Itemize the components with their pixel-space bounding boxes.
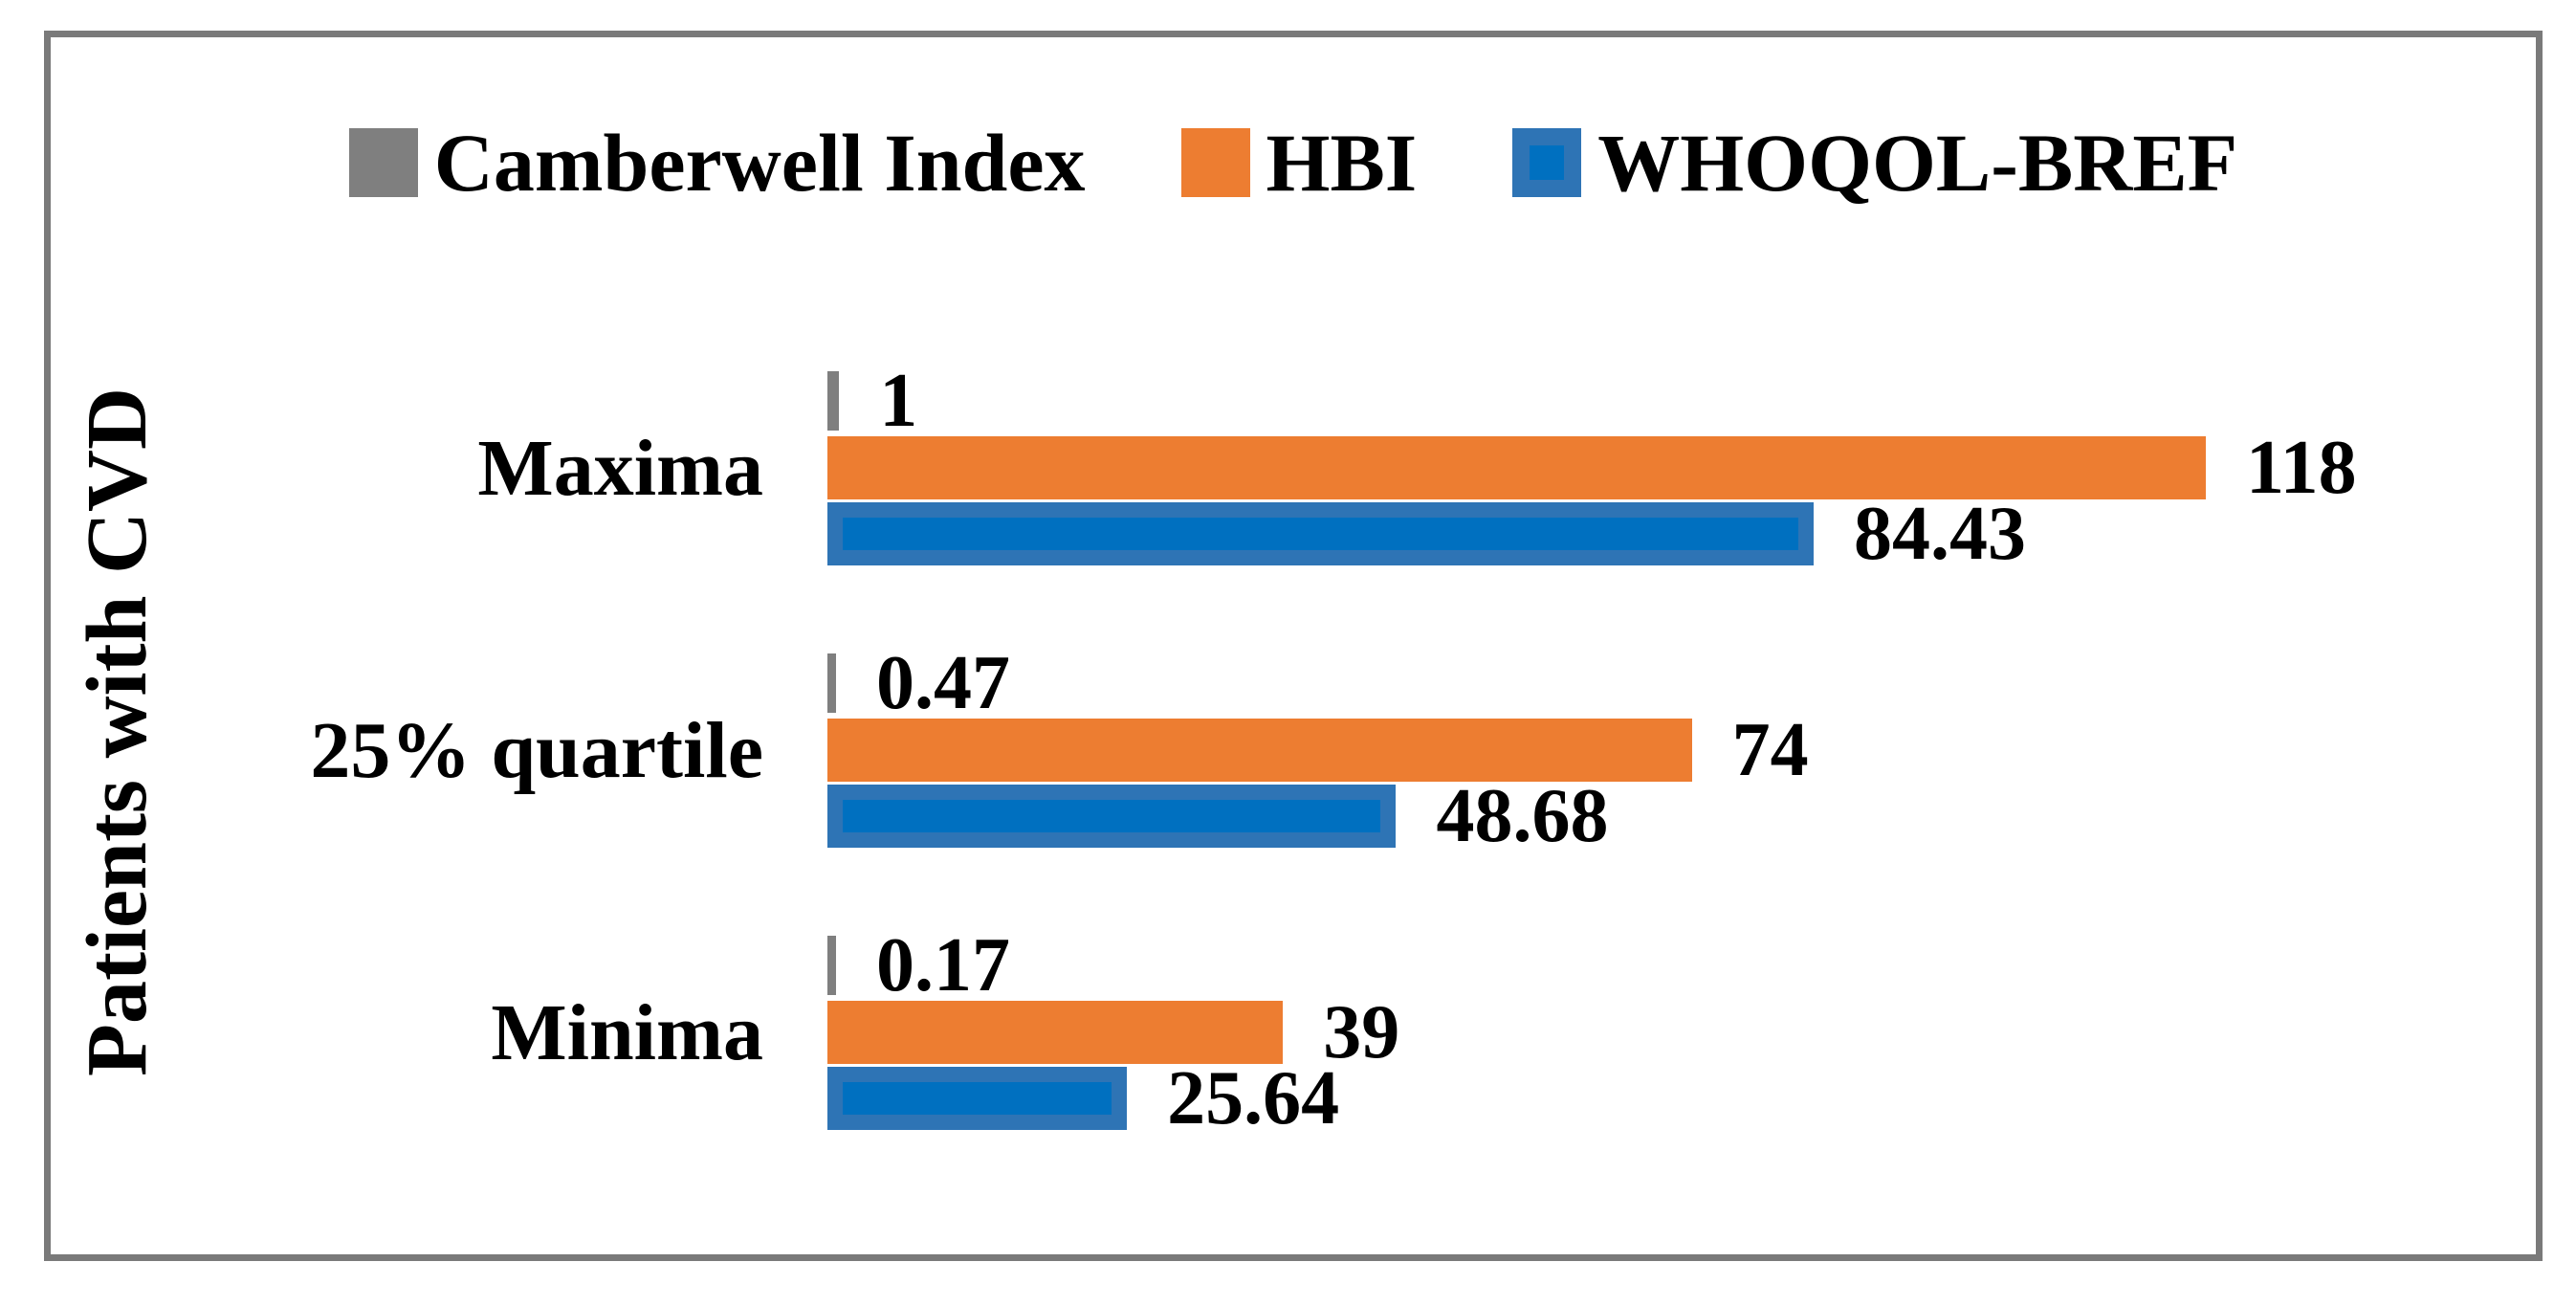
bar-hbi-25-quartile bbox=[827, 719, 1692, 782]
value-label-hbi-minima: 39 bbox=[1323, 990, 1400, 1074]
category-label-minima: Minima bbox=[491, 987, 763, 1077]
value-label-whoqol-bref-minima: 25.64 bbox=[1167, 1056, 1340, 1140]
bar-whoqol-bref-maxima bbox=[827, 502, 1815, 565]
value-label-camberwell-index-minima: 0.17 bbox=[876, 923, 1010, 1007]
bar-camberwell-index-maxima bbox=[827, 371, 840, 431]
legend-item-camberwell-index: Camberwell Index bbox=[348, 117, 1086, 209]
bar-camberwell-index-25-quartile bbox=[827, 653, 836, 713]
category-label-maxima: Maxima bbox=[477, 423, 763, 513]
category-label-25-quartile: 25% quartile bbox=[310, 705, 763, 795]
value-label-hbi-25-quartile: 74 bbox=[1731, 708, 1809, 792]
value-label-camberwell-index-25-quartile: 0.47 bbox=[876, 641, 1010, 725]
bar-hbi-maxima bbox=[827, 436, 2206, 499]
value-label-whoqol-bref-25-quartile: 48.68 bbox=[1436, 774, 1609, 858]
legend-swatch-whoqol-bref-icon bbox=[1512, 128, 1582, 197]
plot-area: Maxima 1 118 84.43 25% quartile 0.47 74 48.68 Mi… bbox=[51, 37, 2536, 1254]
legend-swatch-camberwell-index-icon bbox=[348, 128, 418, 197]
bar-camberwell-index-minima bbox=[827, 936, 836, 995]
legend-label-hbi: HBI bbox=[1266, 117, 1418, 209]
legend-label-whoqol-bref: WHOQOL-BREF bbox=[1597, 117, 2238, 209]
bar-whoqol-bref-minima bbox=[827, 1067, 1128, 1130]
legend-swatch-hbi-icon bbox=[1180, 128, 1250, 197]
chart-frame: Camberwell Index HBI WHOQOL-BREF Patient… bbox=[44, 31, 2543, 1261]
legend-label-camberwell-index: Camberwell Index bbox=[433, 117, 1086, 209]
value-label-camberwell-index-maxima: 1 bbox=[879, 359, 918, 443]
bar-hbi-minima bbox=[827, 1001, 1284, 1064]
legend-item-whoqol-bref: WHOQOL-BREF bbox=[1512, 122, 2237, 204]
bar-whoqol-bref-25-quartile bbox=[827, 785, 1397, 848]
legend-item-hbi: HBI bbox=[1180, 117, 1418, 209]
value-label-whoqol-bref-maxima: 84.43 bbox=[1854, 492, 2027, 576]
legend: Camberwell Index HBI WHOQOL-BREF bbox=[51, 122, 2536, 204]
value-label-hbi-maxima: 118 bbox=[2246, 426, 2357, 510]
